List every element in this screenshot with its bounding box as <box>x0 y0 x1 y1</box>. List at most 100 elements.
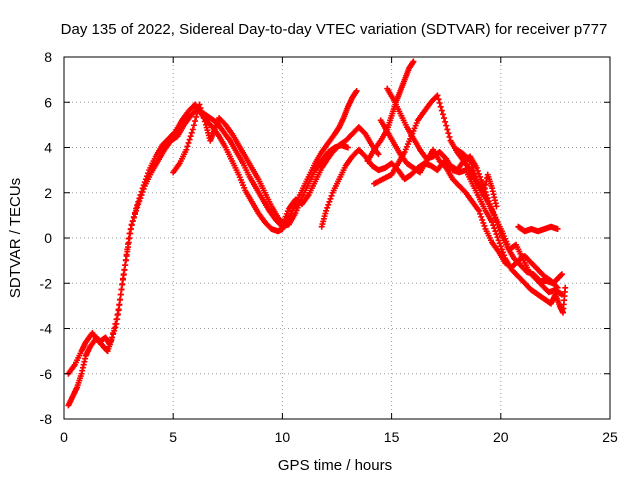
data-point <box>197 104 204 111</box>
data-point <box>491 212 498 219</box>
data-point <box>439 111 446 118</box>
data-point <box>192 118 199 125</box>
data-point <box>444 126 451 133</box>
data-point <box>480 219 487 226</box>
data-point <box>554 225 561 232</box>
data-point <box>470 167 477 174</box>
data-point <box>134 204 141 211</box>
data-point <box>190 122 197 129</box>
data-point <box>553 283 560 290</box>
data-point <box>478 213 485 220</box>
x-tick-label: 15 <box>384 429 400 445</box>
data-point <box>137 195 144 202</box>
data-point <box>434 92 441 99</box>
data-point <box>199 111 206 118</box>
data-point <box>475 207 482 214</box>
data-point <box>189 126 196 133</box>
data-point <box>435 96 442 103</box>
series-track-c <box>170 101 382 228</box>
data-point <box>187 133 194 140</box>
data-point <box>558 271 565 278</box>
data-point <box>441 115 448 122</box>
data-point <box>410 58 417 65</box>
data-point <box>436 100 443 107</box>
data-point <box>472 173 479 180</box>
data-point <box>193 113 200 120</box>
axis-ticks <box>63 56 611 420</box>
data-point <box>323 207 330 214</box>
data-point <box>361 129 368 136</box>
x-tick-label: 5 <box>169 429 177 445</box>
data-point <box>194 109 201 116</box>
data-point <box>493 231 500 238</box>
series-track-i <box>515 223 561 235</box>
data-point <box>471 170 478 177</box>
data-point <box>438 107 445 114</box>
chart-title: Day 135 of 2022, Sidereal Day-to-day VTE… <box>61 21 608 38</box>
y-tick-label: 0 <box>44 230 52 246</box>
data-point <box>130 214 137 221</box>
data-point <box>201 118 208 125</box>
data-point <box>493 203 500 210</box>
data-point <box>443 122 450 129</box>
data-point <box>328 192 335 199</box>
data-point <box>128 221 135 228</box>
series-track-h <box>377 117 561 291</box>
data-point <box>327 195 334 202</box>
data-point <box>492 215 499 222</box>
y-axis-title: SDTVAR / TECUs <box>7 178 24 298</box>
x-tick-label: 0 <box>60 429 68 445</box>
data-point <box>479 216 486 223</box>
data-point <box>112 320 119 327</box>
x-tick-label: 20 <box>493 429 509 445</box>
data-point <box>491 225 498 232</box>
data-point <box>442 154 449 161</box>
data-point <box>353 87 360 94</box>
y-tick-label: -6 <box>40 366 53 382</box>
data-point <box>116 302 123 309</box>
data-point <box>562 284 569 291</box>
data-point <box>117 296 124 303</box>
y-tick-label: -2 <box>40 275 53 291</box>
data-point <box>131 211 138 218</box>
data-point <box>186 136 193 143</box>
data-point <box>113 316 120 323</box>
data-point <box>138 192 145 199</box>
data-point <box>139 188 146 195</box>
data-point <box>111 325 118 332</box>
data-point <box>446 133 453 140</box>
data-point <box>136 198 143 205</box>
data-point <box>171 129 178 136</box>
y-tick-label: 8 <box>44 49 52 65</box>
data-point <box>133 207 140 214</box>
x-axis-title: GPS time / hours <box>278 457 392 474</box>
data-point <box>200 115 207 122</box>
data-point <box>469 164 476 171</box>
data-point <box>467 158 474 165</box>
data-point <box>117 291 124 298</box>
data-point <box>188 129 195 136</box>
data-point <box>110 330 117 337</box>
data-point <box>481 222 488 229</box>
data-point <box>554 284 561 291</box>
data-point <box>119 281 126 288</box>
data-point <box>477 210 484 217</box>
data-point <box>466 156 473 163</box>
y-tick-label: 4 <box>44 140 52 156</box>
data-point <box>135 201 142 208</box>
x-tick-labels: 0 5 10 15 20 25 <box>60 429 618 445</box>
data-point <box>437 103 444 110</box>
data-point <box>479 179 486 186</box>
data-point <box>196 101 203 108</box>
y-tick-label: 2 <box>44 185 52 201</box>
data-point <box>445 130 452 137</box>
data-point <box>495 237 502 244</box>
data-point <box>109 334 116 341</box>
data-point <box>198 108 205 115</box>
data-point <box>442 163 449 170</box>
data-point <box>468 161 475 168</box>
data-point <box>442 118 449 125</box>
data-point <box>375 151 382 158</box>
